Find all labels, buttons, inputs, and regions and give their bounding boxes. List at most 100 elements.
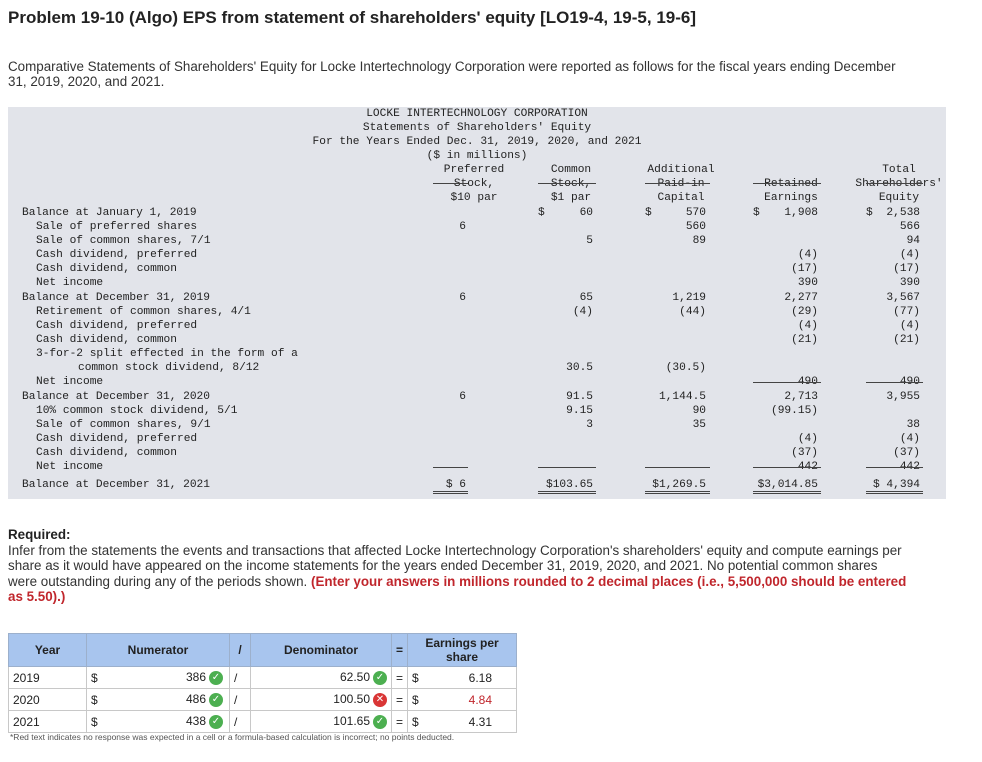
eps-year: 2020 [8, 688, 87, 711]
statement-cell: 91.5 [566, 391, 593, 403]
statement-row: Cash dividend, common (37) (37) [8, 446, 946, 460]
statement-cell: (37) [791, 447, 818, 459]
statement-cell: 2,277 [784, 292, 818, 304]
statement-row-label: 3-for-2 split effected in the form of a [36, 348, 298, 360]
statement-cell: 89 [692, 235, 706, 247]
statement-row: Cash dividend, common (17) (17) [8, 262, 946, 276]
currency-symbol: $ [91, 714, 98, 729]
numerator-value: 486 [185, 692, 206, 706]
statement-cell: 60 [579, 207, 593, 219]
statement-row: Balance at December 31, 2019 6 65 1,219 2,27… [8, 291, 946, 305]
statement-cell: (29) [791, 306, 818, 318]
currency-symbol: $ [412, 714, 419, 729]
col-header-retained: Retained Earnings [764, 178, 818, 204]
statement-cell: 9.15 [566, 405, 593, 417]
statement-company: LOCKE INTERTECHNOLOGY CORPORATION [366, 108, 588, 120]
numerator-value: 386 [185, 670, 206, 684]
currency-symbol: $ [412, 670, 419, 685]
denominator-value: 62.50 [339, 670, 370, 685]
check-circle-icon: ✓ [373, 714, 387, 729]
statement-cell: 35 [692, 419, 706, 431]
currency-symbol: $ [91, 692, 98, 707]
statement-row-label: Cash dividend, common [36, 263, 177, 275]
statement-cell: 570 [685, 207, 706, 219]
denominator-value: 101.65 [333, 714, 370, 729]
col-denominator: Denominator [250, 633, 392, 667]
statement-row-label: 10% common stock dividend, 5/1 [36, 405, 238, 417]
statement-row: Cash dividend, preferred (4) (4) [8, 432, 946, 446]
statement-cell: (4) [797, 320, 818, 332]
required-heading: Required: [8, 527, 71, 542]
equals-cell: = [390, 688, 409, 711]
statement-cell: (77) [893, 306, 920, 318]
shareholders-equity-statement: LOCKE INTERTECHNOLOGY CORPORATION Statem… [8, 107, 946, 499]
statement-cell: $103.65 [546, 479, 593, 491]
eps-row: 2020 $486 ✓/100.50 ✕ = $4.84 [8, 688, 518, 711]
statement-cell: 38 [906, 419, 920, 431]
double-underline [433, 491, 468, 494]
statement-cell: 6 [459, 221, 466, 233]
eps-output: $4.31 [407, 710, 518, 733]
total-underline [753, 467, 821, 468]
statement-cell: (30.5) [665, 362, 706, 374]
required-instruction: (Enter your answers in millions rounded … [8, 573, 907, 605]
statement-cell: (37) [893, 447, 920, 459]
numerator-input[interactable]: $438 ✓ [86, 710, 230, 733]
statement-cell: 3,567 [886, 292, 920, 304]
required-section: Required: Infer from the statements the … [8, 527, 908, 605]
numerator-input[interactable]: $386 ✓ [86, 666, 230, 689]
total-underline [645, 183, 710, 184]
statement-cell: 5 [586, 235, 593, 247]
denominator-input[interactable]: 100.50 ✕ [250, 688, 392, 711]
statement-row-label: Cash dividend, common [36, 447, 177, 459]
col-eps: Earnings per share [407, 633, 518, 667]
check-circle-icon: ✓ [209, 670, 223, 685]
slash-cell: / [229, 666, 251, 689]
statement-cell: 1,219 [672, 292, 706, 304]
statement-row: Cash dividend, preferred (4) (4) [8, 319, 946, 333]
dollar-sign: $ [538, 207, 545, 219]
dollar-sign: $ [866, 207, 873, 219]
eps-value: 4.84 [468, 693, 493, 707]
statement-row: Net income 390 390 [8, 276, 946, 290]
statement-row: Cash dividend, preferred (4) (4) [8, 248, 946, 262]
statement-cell: 2,538 [886, 207, 920, 219]
col-slash: / [229, 633, 251, 667]
statement-cell: 566 [899, 221, 920, 233]
statement-cell: 3,955 [886, 391, 920, 403]
currency-symbol: $ [91, 670, 98, 685]
total-underline [753, 382, 821, 383]
check-circle-icon: ✓ [373, 670, 387, 685]
statement-cell: (4) [572, 306, 593, 318]
statement-cell: (4) [797, 433, 818, 445]
eps-value: 4.31 [468, 715, 493, 729]
col-header-apic: Additional Paid-in Capital [647, 164, 715, 204]
statement-cell: (99.15) [771, 405, 818, 417]
equals-cell: = [390, 710, 409, 733]
denominator-input[interactable]: 62.50 ✓ [250, 666, 392, 689]
statement-row: common stock dividend, 8/12 30.5 (30.5) [8, 361, 946, 375]
check-circle-icon: ✓ [209, 714, 223, 729]
col-equals: = [390, 633, 409, 667]
denominator-input[interactable]: 101.65 ✓ [250, 710, 392, 733]
statement-cell: 1,144.5 [659, 391, 706, 403]
statement-row-label: Sale of common shares, 9/1 [36, 419, 211, 431]
total-underline [433, 183, 468, 184]
numerator-input[interactable]: $486 ✓ [86, 688, 230, 711]
double-underline [645, 491, 710, 494]
total-underline [538, 183, 596, 184]
statement-row: 10% common stock dividend, 5/1 9.15 90 (99.… [8, 404, 946, 418]
total-underline [866, 382, 923, 383]
total-underline [433, 467, 468, 468]
slash-cell: / [229, 710, 251, 733]
statement-cell: 390 [797, 277, 818, 289]
total-underline [538, 467, 596, 468]
statement-cell: 6 [459, 292, 466, 304]
statement-cell: 1,908 [784, 207, 818, 219]
statement-cell: (4) [899, 320, 920, 332]
statement-cell: 3 [586, 419, 593, 431]
statement-cell: 94 [906, 235, 920, 247]
eps-year: 2019 [8, 666, 87, 689]
statement-cell: (17) [893, 263, 920, 275]
statement-row-label: Balance at December 31, 2020 [22, 391, 210, 403]
